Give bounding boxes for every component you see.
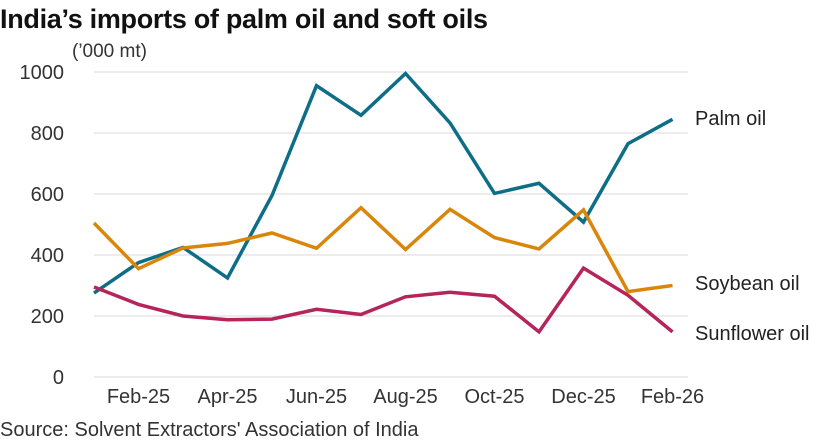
y-tick-label: 200 (31, 306, 64, 328)
x-tick-label: Oct-25 (464, 386, 524, 408)
y-tick-label: 0 (53, 367, 64, 389)
x-axis-ticks: Feb-25 Apr-25 Jun-25 Aug-25 Oct-25 Dec-25 Feb-… (107, 386, 704, 408)
x-tick-label: Feb-26 (641, 386, 704, 408)
x-tick-label: Feb-25 (107, 386, 170, 408)
series-label-palm-oil: Palm oil (695, 108, 766, 130)
x-tick-label: Aug-25 (373, 386, 438, 408)
x-tick-label: Dec-25 (551, 386, 615, 408)
x-tick-label: Jun-25 (286, 386, 347, 408)
source-note: Source: Solvent Extractors' Association … (0, 419, 419, 441)
y-tick-label: 600 (31, 184, 64, 206)
series-lines (92, 71, 674, 335)
y-axis-unit-label: (’000 mt) (72, 41, 147, 62)
chart-title: India’s imports of palm oil and soft oil… (0, 4, 488, 34)
gridlines (94, 71, 688, 378)
y-tick-label: 1000 (20, 62, 65, 84)
y-tick-label: 400 (31, 245, 64, 267)
series-label-sunflower-oil: Sunflower oil (695, 323, 810, 345)
x-tick-label: Apr-25 (197, 386, 257, 408)
series-line-sunflower-oil (93, 265, 674, 335)
series-label-soybean-oil: Soybean oil (695, 273, 800, 295)
y-axis-ticks: 0 200 400 600 800 1000 (20, 62, 65, 389)
series-line-palm-oil (93, 71, 674, 295)
series-line-soybean-oil (92, 205, 673, 294)
y-tick-label: 800 (31, 123, 64, 145)
series-labels: Palm oil Soybean oil Sunflower oil (695, 108, 810, 345)
